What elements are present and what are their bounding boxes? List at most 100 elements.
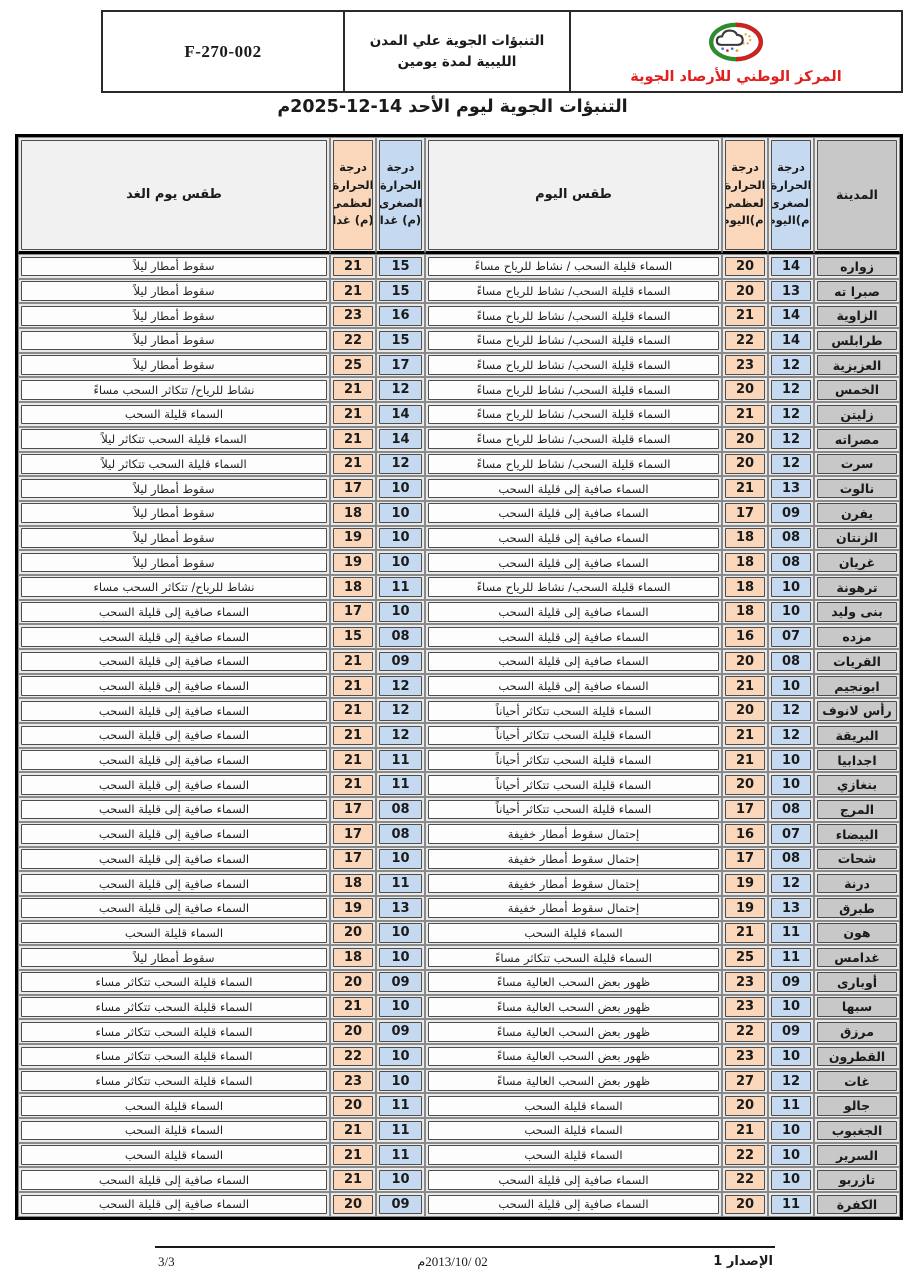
cell-weather-today: ظهور بعض السحب العالية مساءً	[425, 994, 722, 1020]
cell-city: أوبارى	[814, 969, 900, 995]
cell-city: الخمس	[814, 377, 900, 403]
cell-min-tomorrow: 13	[376, 895, 425, 921]
cell-weather-today: السماء صافية إلى قليلة السحب	[425, 525, 722, 551]
cell-weather-today: إحتمال سقوط أمطار خفيفة	[425, 871, 722, 896]
table-row: أوبارى 09 23 ظهور بعض السحب العالية مساءً 09…	[18, 969, 900, 995]
cell-weather-today: السماء قليلة السحب تتكاثر أحياناً	[425, 797, 722, 822]
table-row: زليتن 12 21 السماء قليلة السحب/ نشاط للرياح…	[18, 402, 900, 427]
cell-max-today: 22	[722, 1019, 768, 1044]
col-header-city: المدينة	[814, 137, 900, 254]
cell-weather-today: السماء قليلة السحب/ نشاط للرياح مساءً	[425, 451, 722, 477]
cell-min-tomorrow: 10	[376, 1167, 425, 1193]
cell-city: الزنتان	[814, 525, 900, 551]
table-row: غات 12 27 ظهور بعض السحب العالية مساءً 10 23 ا…	[18, 1068, 900, 1094]
cell-max-today: 20	[722, 698, 768, 724]
cell-min-today: 13	[768, 476, 814, 501]
cell-city: صبرا ته	[814, 278, 900, 304]
cell-max-today: 22	[722, 1167, 768, 1193]
cell-weather-tomorrow: نشاط للرياح/ تتكاثر السحب مساء	[18, 574, 330, 600]
col-header-max-today: درجة الحرارة العظمى (م)اليوم	[722, 137, 768, 254]
cell-min-tomorrow: 11	[376, 772, 425, 798]
cell-max-today: 21	[722, 920, 768, 946]
weather-center-logo-icon	[707, 21, 765, 67]
table-row: طرابلس 14 22 السماء قليلة السحب/ نشاط للريا…	[18, 328, 900, 353]
cell-weather-today: السماء قليلة السحب/ نشاط للرياح مساءً	[425, 352, 722, 378]
cell-min-tomorrow: 10	[376, 476, 425, 501]
cell-min-today: 12	[768, 352, 814, 378]
cell-min-tomorrow: 09	[376, 649, 425, 674]
cell-min-today: 12	[768, 723, 814, 748]
cell-weather-today: السماء صافية إلى قليلة السحب	[425, 550, 722, 575]
table-row: القريات 08 20 السماء صافية إلى قليلة السحب 0…	[18, 649, 900, 674]
form-number: F-270-002	[184, 41, 262, 61]
cell-max-tomorrow: 21	[330, 649, 376, 674]
cell-city: البريقة	[814, 723, 900, 748]
cell-max-today: 17	[722, 846, 768, 872]
cell-weather-today: ظهور بعض السحب العالية مساءً	[425, 1019, 722, 1044]
cell-min-today: 12	[768, 871, 814, 896]
cell-min-today: 10	[768, 1167, 814, 1193]
table-row: درنة 12 19 إحتمال سقوط أمطار خفيفة 11 18 السما…	[18, 871, 900, 896]
cell-weather-today: السماء قليلة السحب	[425, 1142, 722, 1168]
table-row: الخمس 12 20 السماء قليلة السحب/ نشاط للرياح…	[18, 377, 900, 403]
cell-city: الزاوية	[814, 303, 900, 329]
cell-city: مصراته	[814, 426, 900, 452]
cell-weather-today: السماء قليلة السحب/ نشاط للرياح مساءً	[425, 278, 722, 304]
cell-min-today: 13	[768, 278, 814, 304]
cell-min-today: 08	[768, 525, 814, 551]
cell-max-today: 19	[722, 871, 768, 896]
cell-min-tomorrow: 10	[376, 920, 425, 946]
cell-max-tomorrow: 21	[330, 1118, 376, 1143]
cell-min-today: 10	[768, 772, 814, 798]
cell-weather-today: السماء صافية إلى قليلة السحب	[425, 649, 722, 674]
cell-min-tomorrow: 11	[376, 1093, 425, 1119]
cell-max-tomorrow: 21	[330, 723, 376, 748]
cell-min-today: 08	[768, 550, 814, 575]
cell-max-tomorrow: 21	[330, 747, 376, 773]
table-row: سرت 12 20 السماء قليلة السحب/ نشاط للرياح م…	[18, 451, 900, 477]
table-row: هون 11 21 السماء قليلة السحب 10 20 السماء قليل…	[18, 920, 900, 946]
cell-min-today: 14	[768, 254, 814, 279]
cell-min-today: 10	[768, 1118, 814, 1143]
cell-min-today: 12	[768, 451, 814, 477]
cell-weather-tomorrow: السماء صافية إلى قليلة السحب	[18, 723, 330, 748]
table-row: القطرون 10 23 ظهور بعض السحب العالية مساءً 1…	[18, 1044, 900, 1069]
cell-max-today: 16	[722, 624, 768, 649]
cell-max-today: 25	[722, 945, 768, 970]
cell-city: السرير	[814, 1142, 900, 1168]
cell-weather-tomorrow: السماء صافية إلى قليلة السحب	[18, 772, 330, 798]
cell-weather-tomorrow: نشاط للرياح/ تتكاثر السحب مساءً	[18, 377, 330, 403]
cell-weather-tomorrow: سقوط أمطار ليلاً	[18, 352, 330, 378]
table-row: غريان 08 18 السماء صافية إلى قليلة السحب 10 1…	[18, 550, 900, 575]
cell-weather-today: السماء صافية إلى قليلة السحب	[425, 500, 722, 526]
cell-city: غريان	[814, 550, 900, 575]
cell-max-tomorrow: 17	[330, 821, 376, 847]
cell-min-today: 08	[768, 797, 814, 822]
cell-max-tomorrow: 21	[330, 254, 376, 279]
cell-weather-today: السماء قليلة السحب تتكاثر أحياناً	[425, 698, 722, 724]
cell-weather-today: السماء قليلة السحب / نشاط للرياح مساءً	[425, 254, 722, 279]
cell-max-tomorrow: 21	[330, 994, 376, 1020]
cell-city: سبها	[814, 994, 900, 1020]
cell-min-today: 07	[768, 624, 814, 649]
table-row: ابونجيم 10 21 السماء صافية إلى قليلة السحب 1…	[18, 673, 900, 699]
cell-max-tomorrow: 17	[330, 476, 376, 501]
cell-city: ابونجيم	[814, 673, 900, 699]
cell-min-today: 09	[768, 1019, 814, 1044]
cell-min-today: 13	[768, 895, 814, 921]
cell-max-tomorrow: 21	[330, 377, 376, 403]
cell-max-tomorrow: 21	[330, 1167, 376, 1193]
cell-min-tomorrow: 14	[376, 402, 425, 427]
org-name: المركز الوطني للأرصاد الجوية	[630, 69, 842, 85]
cell-max-today: 21	[722, 476, 768, 501]
cell-max-tomorrow: 23	[330, 1068, 376, 1094]
cell-weather-tomorrow: السماء صافية إلى قليلة السحب	[18, 649, 330, 674]
cell-max-tomorrow: 22	[330, 1044, 376, 1069]
cell-min-today: 14	[768, 303, 814, 329]
cell-min-tomorrow: 17	[376, 352, 425, 378]
cell-max-tomorrow: 25	[330, 352, 376, 378]
cell-min-tomorrow: 11	[376, 871, 425, 896]
table-row: سبها 10 23 ظهور بعض السحب العالية مساءً 10 21…	[18, 994, 900, 1020]
cell-min-tomorrow: 10	[376, 599, 425, 625]
cell-city: طبرق	[814, 895, 900, 921]
